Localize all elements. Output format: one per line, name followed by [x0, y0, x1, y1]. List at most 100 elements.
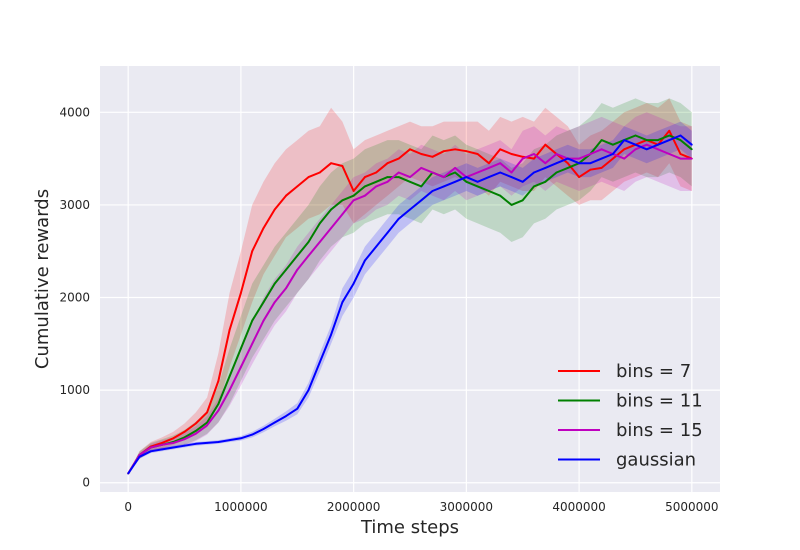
data-point: [521, 155, 524, 158]
data-point: [544, 143, 547, 146]
data-point: [296, 407, 299, 410]
data-point: [386, 180, 389, 183]
data-point: [240, 366, 242, 368]
data-point: [544, 167, 547, 169]
data-point: [364, 176, 366, 179]
data-point: [375, 171, 378, 174]
x-tick-label: 4000000: [552, 500, 605, 514]
data-point: [273, 282, 276, 285]
data-point: [634, 143, 637, 146]
data-point: [499, 171, 502, 174]
data-point: [465, 176, 468, 179]
data-point: [420, 153, 423, 155]
data-point: [488, 162, 490, 165]
data-point: [217, 380, 220, 382]
data-point: [657, 139, 659, 142]
data-point: [510, 153, 513, 155]
data-point: [262, 301, 265, 304]
data-point: [634, 148, 637, 151]
x-tick-label: 2000000: [327, 500, 380, 514]
data-point: [521, 180, 524, 183]
data-point: [352, 190, 355, 192]
legend-label: bins = 15: [616, 420, 703, 441]
data-point: [499, 162, 502, 165]
data-point: [341, 165, 344, 167]
data-point: [161, 443, 163, 446]
series-lines: [127, 129, 693, 475]
data-point: [431, 171, 434, 174]
x-tick-label: 3000000: [440, 500, 493, 514]
data-point: [690, 148, 693, 151]
data-point: [206, 411, 209, 414]
data-point: [578, 157, 580, 160]
data-point: [330, 162, 332, 165]
data-point: [555, 153, 558, 155]
data-point: [262, 428, 265, 430]
data-point: [318, 222, 321, 225]
data-point: [679, 139, 682, 142]
data-point: [318, 171, 321, 174]
data-point: [645, 148, 648, 151]
data-point: [397, 157, 400, 160]
data-point: [409, 148, 411, 151]
data-point: [240, 292, 242, 294]
data-point: [454, 180, 456, 183]
data-point: [228, 439, 231, 441]
data-point: [668, 129, 671, 132]
data-point: [397, 176, 400, 179]
y-axis-ticks: 0 1000 2000 3000 4000: [59, 105, 90, 489]
data-point: [623, 157, 626, 160]
data-point: [465, 150, 468, 153]
data-point: [330, 208, 332, 211]
data-point: [364, 185, 366, 188]
data-point: [341, 199, 344, 202]
data-point: [330, 333, 332, 336]
data-point: [521, 157, 524, 160]
data-point: [318, 241, 321, 243]
data-point: [127, 472, 130, 475]
data-point: [240, 437, 242, 440]
data-point: [194, 422, 197, 425]
data-point: [589, 153, 592, 155]
x-axis-ticks: 0 1000000 2000000 3000000 4000000 5000000: [124, 500, 718, 514]
data-point: [544, 162, 547, 165]
data-point: [273, 301, 276, 304]
data-point: [533, 171, 535, 174]
data-point: [149, 450, 152, 453]
data-point: [657, 148, 659, 151]
data-point: [285, 194, 287, 197]
data-point: [600, 148, 603, 151]
data-point: [341, 213, 344, 216]
data-point: [645, 139, 648, 142]
data-point: [341, 301, 344, 304]
data-point: [172, 442, 175, 444]
data-point: [217, 409, 220, 412]
plot-background: [100, 66, 720, 492]
data-point: [442, 185, 445, 188]
data-point: [679, 153, 682, 155]
data-point: [375, 180, 378, 183]
data-point: [386, 176, 389, 179]
data-point: [183, 436, 186, 439]
data-point: [251, 342, 254, 345]
data-point: [420, 199, 423, 202]
data-point: [194, 430, 197, 432]
data-point: [194, 432, 197, 435]
data-point: [194, 442, 197, 445]
data-point: [420, 167, 423, 169]
data-point: [296, 185, 299, 188]
data-point: [228, 329, 231, 331]
data-point: [251, 319, 254, 322]
data-point: [533, 153, 535, 155]
data-point: [251, 250, 254, 253]
data-point: [544, 180, 547, 183]
series-points-gaussian: [127, 134, 693, 475]
data-point: [240, 347, 242, 350]
data-point: [183, 438, 186, 441]
data-point: [690, 143, 693, 146]
data-point: [600, 167, 603, 169]
data-point: [409, 176, 411, 179]
data-point: [612, 153, 614, 155]
data-point: [206, 424, 209, 427]
data-point: [172, 437, 175, 440]
